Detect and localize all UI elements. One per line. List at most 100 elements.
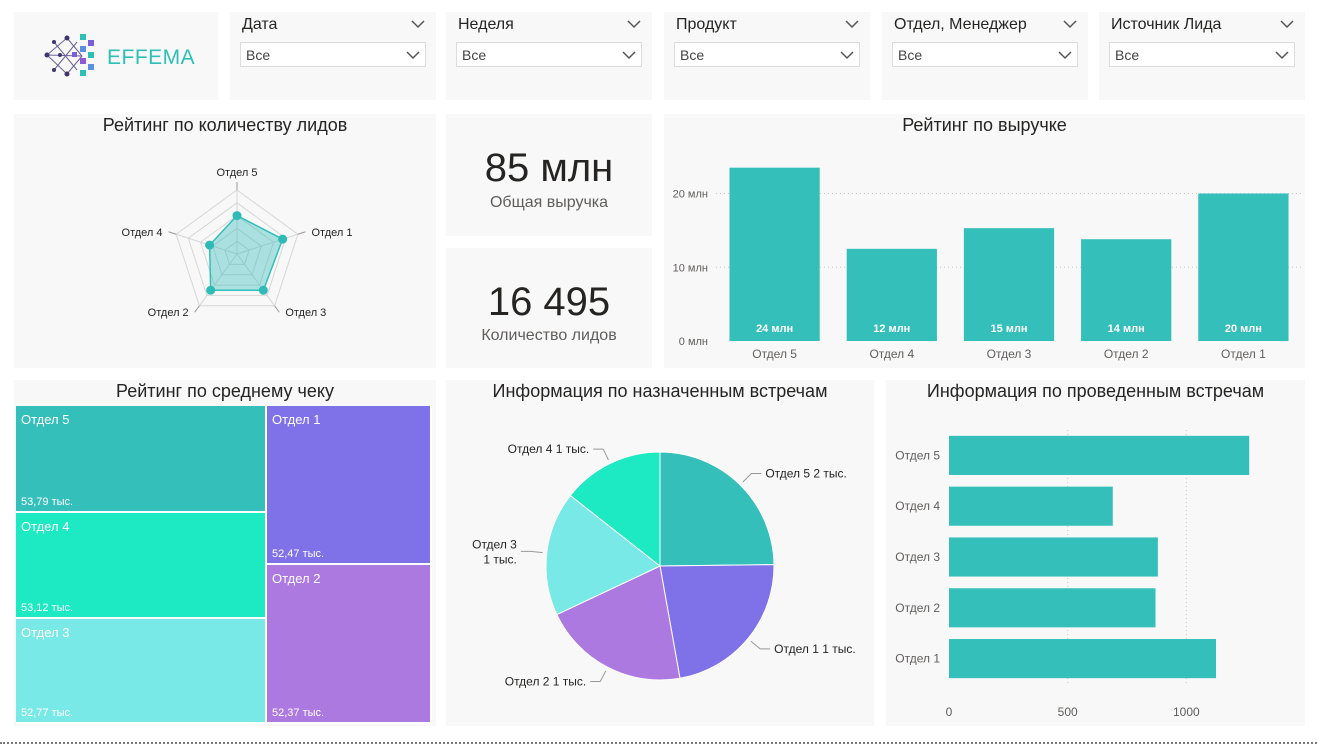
radar-axis-label: Отдел 2	[148, 307, 189, 319]
slicer-lead-source[interactable]: Источник Лида Все	[1099, 12, 1305, 100]
hbar-bar	[949, 435, 1250, 475]
revenue-y-tick: 10 млн	[673, 262, 708, 274]
revenue-bar	[846, 248, 937, 341]
pie-data-label: Отдел 4 1 тыс.	[508, 442, 590, 456]
chevron-down-icon[interactable]	[410, 18, 426, 30]
pie-data-label: Отдел 5 2 тыс.	[765, 467, 847, 481]
treemap-tile-name: Отдел 4	[21, 519, 70, 534]
slicer-title: Продукт	[676, 16, 737, 33]
kpi-label: Общая выручка	[489, 194, 609, 211]
revenue-data-label: 15 млн	[990, 323, 1027, 335]
treemap-tile-value: 52,47 тыс.	[272, 548, 325, 560]
pie-leader-line	[742, 473, 762, 483]
hbar-x-tick: 500	[1058, 705, 1078, 719]
revenue-bar	[1198, 193, 1289, 341]
slicer-dropdown[interactable]: Все	[674, 42, 860, 67]
page-divider	[0, 742, 1317, 744]
treemap-tile: Отдел 5 53,79 тыс.	[16, 406, 265, 511]
hbar-y-tick: Отдел 1	[895, 652, 940, 666]
chevron-down-icon	[1275, 51, 1289, 60]
pie-leader-line	[520, 550, 543, 554]
slicer-value: Все	[246, 47, 271, 63]
slicer-department-manager[interactable]: Отдел, Менеджер Все	[882, 12, 1088, 100]
treemap-tile: Отдел 1 52,47 тыс.	[267, 406, 430, 563]
pie-leader-line	[750, 640, 771, 650]
chevron-down-icon	[622, 51, 636, 60]
radar-leader-line	[194, 305, 200, 313]
radar-point	[206, 285, 216, 295]
visual-title: Информация по проведенным встречам	[926, 381, 1265, 401]
hbar-bar	[949, 486, 1113, 526]
kpi-card-revenue: 85 млн Общая выручка	[446, 114, 652, 236]
revenue-x-tick: Отдел 1	[1221, 347, 1266, 361]
chevron-down-icon	[406, 51, 420, 60]
revenue-x-tick: Отдел 3	[987, 347, 1032, 361]
slicer-title: Дата	[242, 16, 278, 33]
chevron-down-icon	[840, 51, 854, 60]
logo-card: EFFEMA	[14, 12, 218, 100]
visual-title: Информация по назначенным встречам	[492, 381, 828, 401]
hbar-bar	[949, 588, 1156, 628]
pie-slice	[556, 565, 681, 681]
revenue-data-label: 12 млн	[873, 323, 910, 335]
meetings-held-card: Информация по проведенным встречам 0 500 1…	[886, 380, 1305, 726]
treemap-tile-value: 52,37 тыс.	[272, 707, 325, 719]
revenue-chart-card: Рейтинг по выручке 0 млн 10 млн 20 млн 24 м…	[664, 114, 1305, 368]
radar-grid-ring	[187, 202, 287, 296]
logo-text: EFFEMA	[107, 46, 196, 69]
kpi-label: Количество лидов	[481, 327, 617, 344]
slicer-dropdown[interactable]: Все	[240, 42, 426, 67]
revenue-bar	[729, 167, 820, 341]
radar-axis-label: Отдел 5	[217, 167, 258, 179]
pie-data-label: Отдел 3	[472, 537, 517, 551]
visual-title: Рейтинг по выручке	[902, 115, 1067, 135]
slicer-title: Источник Лида	[1111, 16, 1222, 33]
treemap-tile: Отдел 2 52,37 тыс.	[267, 565, 430, 722]
chevron-down-icon[interactable]	[844, 18, 860, 30]
revenue-y-tick: 0 млн	[679, 336, 708, 348]
radar-grid-ring	[199, 214, 275, 286]
revenue-data-label: 24 млн	[756, 323, 793, 335]
pie-leader-line	[590, 670, 607, 682]
treemap-tile: Отдел 3 52,77 тыс.	[16, 619, 265, 722]
treemap-tile-name: Отдел 2	[272, 571, 321, 586]
radar-chart: Отдел 5 Отдел 1 Отдел 3 Отдел 2 Отдел 4	[122, 167, 353, 319]
effema-logo-icon	[44, 34, 94, 77]
treemap-tile-name: Отдел 1	[272, 412, 321, 427]
chevron-down-icon	[1058, 51, 1072, 60]
radar-point	[278, 234, 288, 244]
pie-data-label: Отдел 2 1 тыс.	[505, 674, 587, 688]
hbar-x-tick: 1000	[1173, 705, 1200, 719]
radar-point	[232, 211, 242, 221]
hbar-y-tick: Отдел 2	[895, 601, 940, 615]
treemap-chart: Отдел 5 53,79 тыс. Отдел 4 53,12 тыс. Отдел …	[16, 406, 432, 724]
slicer-week[interactable]: Неделя Все	[446, 12, 652, 100]
slicer-value: Все	[680, 47, 705, 63]
radar-leader-line	[297, 231, 306, 235]
visual-title: Рейтинг по среднему чеку	[116, 381, 334, 401]
hbar-y-tick: Отдел 5	[895, 448, 940, 462]
revenue-y-tick: 20 млн	[673, 189, 708, 201]
revenue-bar-chart: 0 млн 10 млн 20 млн 24 млн Отдел 5 12 млн Отде…	[673, 167, 1302, 361]
chevron-down-icon[interactable]	[1279, 18, 1295, 30]
revenue-bar	[1081, 239, 1172, 341]
slicer-dropdown[interactable]: Все	[456, 42, 642, 67]
slicer-value: Все	[1115, 47, 1140, 63]
treemap-tile-name: Отдел 3	[21, 625, 70, 640]
hbar-bar	[949, 639, 1216, 679]
chevron-down-icon[interactable]	[1062, 18, 1078, 30]
chevron-down-icon[interactable]	[626, 18, 642, 30]
hbar-bar	[949, 537, 1158, 577]
revenue-x-tick: Отдел 5	[752, 347, 797, 361]
slicer-date[interactable]: Дата Все	[230, 12, 436, 100]
treemap-tile-value: 52,77 тыс.	[21, 707, 74, 719]
radar-axis-label: Отдел 1	[311, 227, 352, 239]
slicer-dropdown[interactable]: Все	[892, 42, 1078, 67]
radar-leader-line	[274, 305, 280, 313]
treemap-tile-name: Отдел 5	[21, 412, 70, 427]
slicer-product[interactable]: Продукт Все	[664, 12, 870, 100]
slicer-dropdown[interactable]: Все	[1109, 42, 1295, 67]
hbar-y-tick: Отдел 4	[895, 499, 940, 513]
hbar-x-tick: 0	[946, 705, 953, 719]
kpi-value: 85 млн	[484, 146, 614, 190]
